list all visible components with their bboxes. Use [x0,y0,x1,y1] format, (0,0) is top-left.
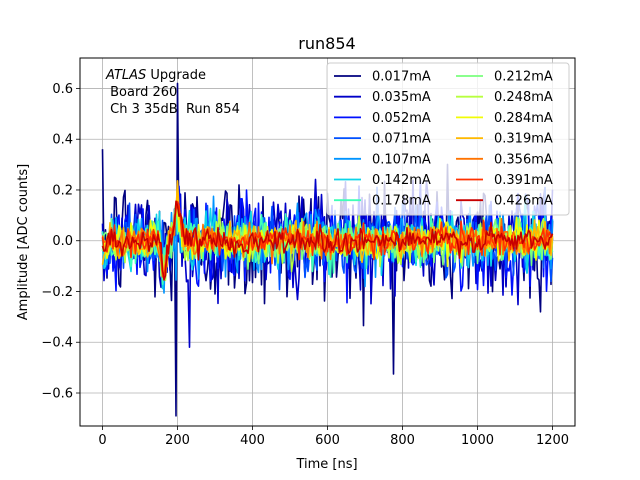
legend-entry-label: 0.052mA [372,111,431,126]
y-axis-label: Amplitude [ADC counts] [16,164,31,320]
legend-entry-label: 0.284mA [494,111,553,126]
x-tick-label: 600 [315,433,340,448]
series-line [101,200,554,279]
legend: 0.017mA 0.035mA 0.052mA 0.071mA 0.107mA 0.142… [326,62,570,216]
annotation-text: Upgrade [146,68,206,83]
legend-entry-label: 0.178mA [372,194,431,209]
x-tick-label: 1000 [461,433,494,448]
y-tick-label: 0.0 [52,234,73,249]
series-line [101,200,554,281]
x-tick-label: 800 [390,433,415,448]
y-tick-label: −0.4 [41,336,73,351]
y-tick-label: 0.2 [52,183,73,198]
legend-entry-label: 0.391mA [494,173,553,188]
annotation-italic-text: ATLAS [105,68,146,83]
x-tick-label: 0 [98,433,106,448]
y-tick-label: 0.4 [52,133,73,148]
x-tick-label: 1200 [536,433,569,448]
chart-title: run854 [298,34,355,53]
legend-entry-label: 0.426mA [494,194,553,209]
atlas-annotation: ATLAS Upgrade Board 260 Ch 3 35dB Run 85… [105,68,240,117]
legend-entry-label: 0.017mA [372,70,431,85]
legend-entry-label: 0.107mA [372,152,431,167]
legend-entry-label: 0.319mA [494,132,553,147]
legend-entry-label: 0.142mA [372,173,431,188]
legend-box [326,62,570,216]
x-tick-label: 400 [240,433,265,448]
annotation-line-2: Board 260 [106,85,177,100]
y-tick-label: 0.6 [52,82,73,97]
annotation-line-1: ATLAS Upgrade [105,68,206,83]
y-tick-label: −0.6 [41,387,73,402]
legend-entry-label: 0.071mA [372,132,431,147]
x-tick-label: 200 [165,433,190,448]
x-axis-label: Time [ns] [295,457,357,472]
legend-entry-label: 0.248mA [494,90,553,105]
ticks: 0 200 400 600 800 1000 1200 −0.6 −0.4 −0.2 0.0 0.2 0… [41,82,569,448]
series-group [101,82,554,417]
annotation-line-3: Ch 3 35dB Run 854 [106,102,240,117]
legend-entry-label: 0.356mA [494,152,553,167]
legend-entry-label: 0.212mA [494,70,553,85]
y-tick-label: −0.2 [41,285,73,300]
legend-entry-label: 0.035mA [372,90,431,105]
